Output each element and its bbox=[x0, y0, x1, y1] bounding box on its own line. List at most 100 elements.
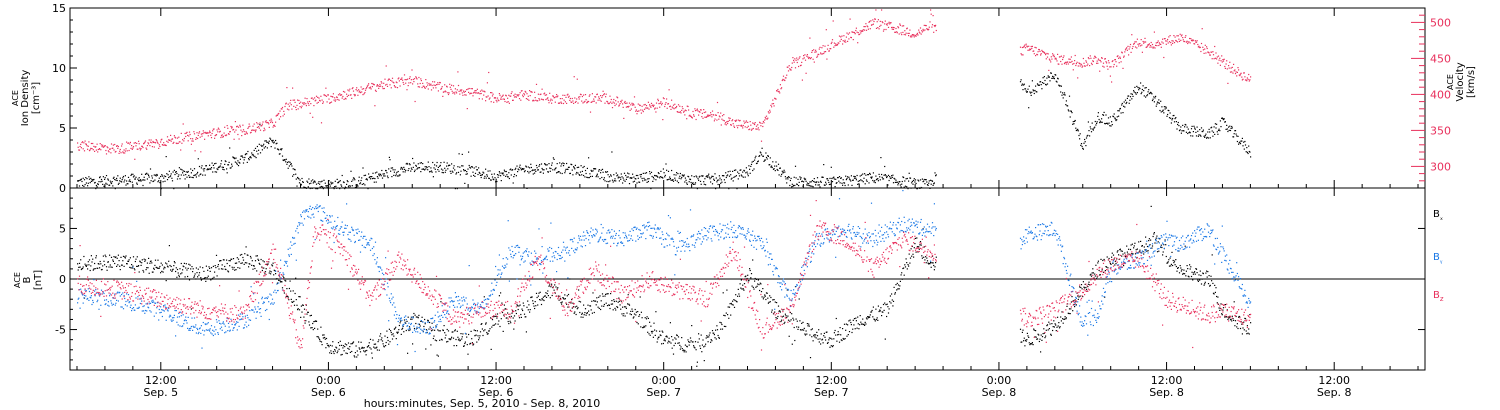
data-point-velocity bbox=[830, 42, 832, 45]
data-point-velocity bbox=[671, 106, 673, 108]
data-point-velocity bbox=[1175, 39, 1177, 42]
data-point-velocity bbox=[325, 87, 327, 89]
data-point-velocity bbox=[293, 99, 296, 101]
data-point-velocity bbox=[410, 79, 412, 81]
data-point-velocity bbox=[931, 24, 934, 26]
data-point-velocity bbox=[205, 132, 207, 134]
data-point-bx bbox=[523, 305, 525, 307]
data-point-bx bbox=[362, 347, 364, 349]
data-point-velocity bbox=[259, 122, 261, 124]
data-point-bx bbox=[212, 265, 214, 267]
data-point-velocity bbox=[364, 89, 367, 91]
data-point-velocity bbox=[456, 92, 458, 94]
data-point-ion-density bbox=[166, 173, 168, 175]
data-point-bx bbox=[204, 277, 206, 279]
data-point-velocity bbox=[326, 101, 328, 103]
data-point-ion-density bbox=[1178, 125, 1180, 127]
data-point-ion-density bbox=[1082, 148, 1084, 150]
data-point-velocity bbox=[1058, 63, 1060, 65]
data-point-velocity bbox=[286, 108, 289, 110]
data-point-bx bbox=[824, 336, 826, 338]
data-point-ion-density bbox=[757, 160, 759, 162]
data-point-velocity bbox=[328, 98, 330, 100]
data-point-velocity bbox=[843, 35, 845, 37]
data-point-velocity bbox=[779, 84, 781, 86]
data-point-ion-density bbox=[360, 179, 362, 182]
data-point-velocity bbox=[176, 137, 179, 139]
data-point-bx bbox=[1046, 325, 1048, 327]
data-point-ion-density bbox=[762, 155, 764, 157]
data-point-ion-density bbox=[1032, 89, 1034, 91]
data-point-velocity bbox=[925, 25, 927, 27]
data-point-ion-density bbox=[414, 169, 416, 171]
data-point-velocity bbox=[695, 118, 697, 121]
data-point-velocity bbox=[292, 87, 294, 89]
data-point-ion-density bbox=[765, 152, 767, 154]
data-point-ion-density bbox=[460, 170, 462, 172]
data-point-bx bbox=[622, 315, 624, 317]
data-point-ion-density bbox=[1027, 88, 1029, 90]
data-point-ion-density bbox=[755, 155, 757, 157]
data-point-bx bbox=[316, 336, 318, 338]
data-point-velocity bbox=[125, 148, 127, 150]
data-point-velocity bbox=[710, 114, 712, 116]
data-point-ion-density bbox=[510, 168, 512, 170]
data-point-ion-density bbox=[681, 174, 683, 176]
data-point-ion-density bbox=[306, 180, 308, 182]
data-point-ion-density bbox=[1222, 118, 1224, 120]
data-point-ion-density bbox=[215, 162, 217, 164]
data-point-ion-density bbox=[899, 184, 901, 186]
data-point-bx bbox=[1019, 328, 1022, 330]
data-point-bx bbox=[895, 284, 897, 286]
data-point-ion-density bbox=[897, 182, 900, 184]
data-point-velocity bbox=[191, 140, 193, 142]
data-point-ion-density bbox=[1207, 131, 1209, 133]
data-point-velocity bbox=[1151, 43, 1154, 46]
data-point-velocity bbox=[85, 143, 87, 145]
data-point-velocity bbox=[496, 101, 498, 103]
data-point-ion-density bbox=[1243, 148, 1245, 150]
data-point-bx bbox=[840, 334, 842, 336]
data-point-bx bbox=[138, 271, 140, 273]
data-point-velocity bbox=[430, 83, 432, 85]
data-point-velocity bbox=[1040, 54, 1042, 56]
data-point-velocity bbox=[879, 20, 881, 22]
data-point-velocity bbox=[1217, 55, 1220, 57]
data-point-velocity bbox=[679, 105, 681, 107]
data-point-bx bbox=[201, 278, 203, 280]
data-point-velocity bbox=[1249, 79, 1251, 81]
data-point-ion-density bbox=[840, 177, 842, 179]
data-point-bx bbox=[148, 272, 150, 274]
data-point-velocity bbox=[1170, 44, 1172, 46]
data-point-ion-density bbox=[738, 175, 741, 177]
data-point-ion-density bbox=[107, 178, 109, 180]
data-point-velocity bbox=[810, 57, 812, 59]
data-point-ion-density bbox=[764, 159, 766, 161]
data-point-bx bbox=[419, 325, 421, 327]
data-point-ion-density bbox=[222, 166, 224, 168]
data-point-ion-density bbox=[875, 179, 878, 181]
data-point-velocity bbox=[1152, 47, 1154, 49]
data-point-velocity bbox=[352, 87, 354, 89]
data-point-ion-density bbox=[638, 181, 640, 183]
data-point-ion-density bbox=[1097, 112, 1099, 114]
data-point-bx bbox=[1042, 333, 1044, 335]
data-point-bx bbox=[284, 279, 286, 282]
data-point-ion-density bbox=[267, 141, 269, 143]
data-point-bx bbox=[1044, 337, 1046, 339]
data-point-ion-density bbox=[454, 188, 456, 190]
data-point-velocity bbox=[562, 94, 564, 96]
data-point-velocity bbox=[468, 87, 470, 90]
data-point-bx bbox=[647, 331, 649, 333]
data-point-velocity bbox=[823, 51, 825, 53]
data-point-velocity bbox=[1061, 63, 1063, 65]
data-point-bx bbox=[293, 300, 295, 302]
data-point-velocity bbox=[1125, 48, 1127, 50]
data-point-velocity bbox=[681, 106, 683, 108]
data-point-ion-density bbox=[868, 182, 870, 184]
data-point-velocity bbox=[200, 151, 202, 153]
data-point-velocity bbox=[207, 132, 209, 134]
data-point-ion-density bbox=[585, 172, 587, 175]
data-point-ion-density bbox=[793, 184, 795, 186]
data-point-velocity bbox=[1023, 46, 1025, 48]
